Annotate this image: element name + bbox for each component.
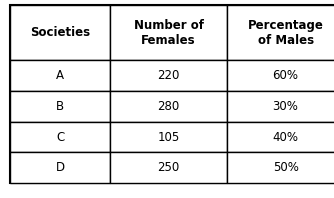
Bar: [10, 60, 110, 91]
Bar: [110, 122, 227, 152]
Text: Number of
Females: Number of Females: [134, 19, 204, 47]
Text: A: A: [56, 69, 64, 82]
Text: 105: 105: [158, 131, 180, 144]
Bar: [10, 122, 110, 152]
Bar: [110, 91, 227, 122]
Bar: [110, 60, 227, 91]
Bar: [110, 5, 227, 60]
Bar: [227, 60, 334, 91]
Bar: [10, 5, 110, 60]
Text: 30%: 30%: [273, 100, 299, 113]
Text: 220: 220: [158, 69, 180, 82]
Bar: [110, 152, 227, 183]
Bar: [227, 122, 334, 152]
Text: D: D: [55, 161, 65, 174]
Text: 60%: 60%: [273, 69, 299, 82]
Bar: [227, 5, 334, 60]
Bar: [227, 152, 334, 183]
Text: Percentage
of Males: Percentage of Males: [247, 19, 324, 47]
Text: 40%: 40%: [273, 131, 299, 144]
Bar: [227, 91, 334, 122]
Text: B: B: [56, 100, 64, 113]
Bar: [10, 91, 110, 122]
Text: C: C: [56, 131, 64, 144]
Text: Societies: Societies: [30, 26, 90, 39]
Text: 280: 280: [158, 100, 180, 113]
Text: 50%: 50%: [273, 161, 299, 174]
Text: 250: 250: [158, 161, 180, 174]
Bar: [10, 152, 110, 183]
